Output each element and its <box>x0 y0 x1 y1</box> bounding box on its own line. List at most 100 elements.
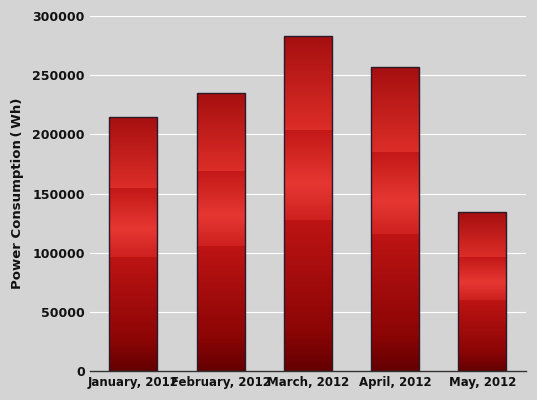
Bar <box>110 348 157 350</box>
Bar <box>110 241 157 242</box>
Bar <box>197 183 245 185</box>
Bar <box>284 122 332 123</box>
Bar <box>458 358 506 359</box>
Bar <box>284 40 332 41</box>
Bar <box>197 211 245 212</box>
Bar <box>458 248 506 249</box>
Bar <box>458 320 506 321</box>
Bar <box>458 370 506 371</box>
Bar <box>110 210 157 211</box>
Bar <box>110 133 157 134</box>
Bar <box>371 354 419 356</box>
Bar <box>197 324 245 325</box>
Bar <box>284 128 332 130</box>
Bar <box>458 212 506 213</box>
Bar <box>284 113 332 115</box>
Bar <box>110 296 157 297</box>
Bar <box>110 174 157 175</box>
Bar <box>197 318 245 320</box>
Bar <box>284 70 332 71</box>
Bar <box>458 334 506 335</box>
Bar <box>197 356 245 357</box>
Bar <box>284 220 332 222</box>
Bar <box>110 199 157 201</box>
Bar <box>284 106 332 108</box>
Bar <box>284 36 332 38</box>
Bar <box>284 287 332 289</box>
Bar <box>110 225 157 226</box>
Bar <box>458 339 506 340</box>
Bar <box>371 364 419 365</box>
Bar <box>110 283 157 284</box>
Bar <box>197 151 245 153</box>
Bar <box>110 365 157 366</box>
Bar <box>458 249 506 250</box>
Bar <box>284 170 332 172</box>
Bar <box>371 207 419 208</box>
Bar <box>110 320 157 322</box>
Bar <box>197 104 245 106</box>
Bar <box>458 256 506 257</box>
Bar <box>371 214 419 216</box>
Bar <box>371 202 419 204</box>
Bar <box>110 222 157 224</box>
Bar <box>197 370 245 371</box>
Bar <box>458 218 506 219</box>
Bar <box>284 155 332 157</box>
Bar <box>110 230 157 231</box>
Bar <box>284 177 332 178</box>
Bar <box>458 229 506 230</box>
Bar <box>197 188 245 189</box>
Bar <box>110 204 157 206</box>
Bar <box>371 268 419 269</box>
Bar <box>371 257 419 258</box>
Bar <box>371 134 419 135</box>
Bar <box>371 100 419 102</box>
Bar <box>371 239 419 240</box>
Bar <box>458 284 506 285</box>
Bar <box>197 292 245 293</box>
Bar <box>371 149 419 150</box>
Bar <box>284 51 332 53</box>
Bar <box>458 252 506 253</box>
Bar <box>110 358 157 360</box>
Bar <box>371 271 419 272</box>
Bar <box>458 261 506 262</box>
Bar <box>284 147 332 148</box>
Bar <box>458 237 506 238</box>
Bar <box>371 180 419 181</box>
Bar <box>284 210 332 212</box>
Bar <box>458 302 506 303</box>
Bar <box>110 164 157 165</box>
Bar <box>197 346 245 347</box>
Bar <box>371 348 419 350</box>
Bar <box>371 245 419 246</box>
Bar <box>110 278 157 280</box>
Bar <box>110 117 157 118</box>
Bar <box>371 303 419 304</box>
Bar <box>371 295 419 296</box>
Bar <box>197 234 245 235</box>
Bar <box>110 244 157 245</box>
Bar <box>110 260 157 262</box>
Bar <box>371 275 419 277</box>
Bar <box>110 192 157 193</box>
Bar <box>284 157 332 158</box>
Bar <box>371 178 419 180</box>
Bar <box>197 343 245 345</box>
Bar <box>371 186 419 187</box>
Bar <box>110 323 157 324</box>
Bar <box>110 218 157 220</box>
Bar <box>458 346 506 347</box>
Bar <box>110 176 157 178</box>
Bar <box>110 252 157 253</box>
Bar <box>458 220 506 221</box>
Bar <box>458 357 506 358</box>
Bar <box>458 349 506 350</box>
Bar <box>458 213 506 214</box>
Bar <box>284 73 332 75</box>
Bar <box>458 342 506 343</box>
Bar <box>458 226 506 227</box>
Bar <box>110 301 157 302</box>
Bar <box>371 289 419 290</box>
